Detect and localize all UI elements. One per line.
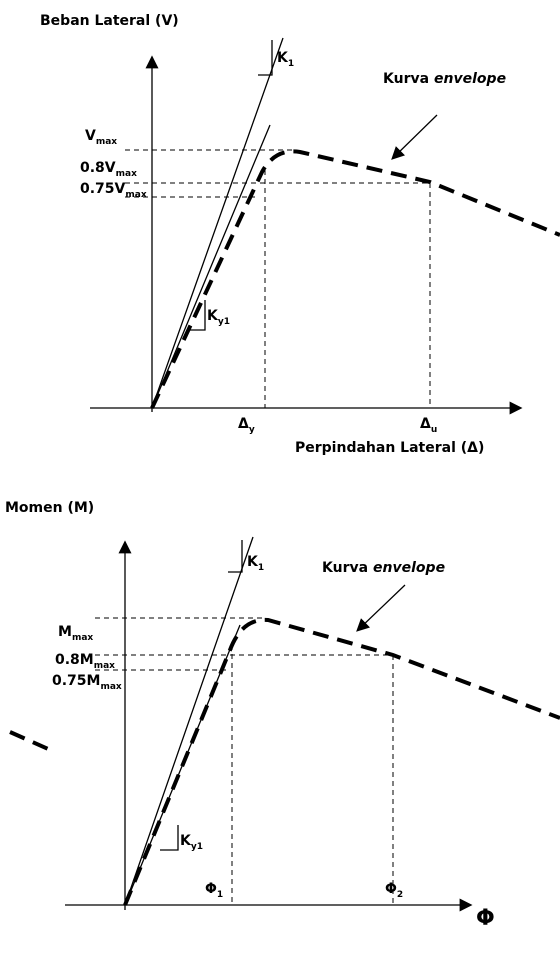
bottom-diagram: Momen (M) K1 Kurva envelope Mmax 0.8Mmax …	[5, 500, 560, 931]
guide-lines	[95, 617, 394, 905]
envelope-curve	[123, 617, 560, 906]
arrow	[356, 584, 406, 632]
k1-line	[151, 37, 284, 409]
ky1-triangle	[160, 825, 179, 851]
ky1-triangle	[187, 300, 206, 331]
k1-triangle	[258, 40, 273, 76]
label: Ky1	[207, 308, 230, 327]
label: Δu	[420, 416, 437, 435]
label: K1	[277, 50, 294, 69]
label: Mmax	[58, 624, 93, 643]
guide-lines	[125, 149, 431, 408]
label: Φ1	[205, 881, 223, 900]
envelope-curve	[150, 149, 560, 409]
title: Momen (M)	[5, 500, 94, 516]
curve-fragment	[9, 730, 56, 754]
title: Beban Lateral (V)	[40, 13, 179, 29]
ky1-line	[151, 124, 271, 409]
label: Ky1	[180, 833, 203, 852]
k1-triangle	[228, 540, 243, 573]
label: 0.8Mmax	[55, 652, 115, 671]
x-label: Φ	[476, 906, 495, 931]
label: 0.75Vmax	[80, 181, 147, 200]
label: Vmax	[85, 128, 117, 147]
label: Φ2	[385, 881, 403, 900]
label: 0.75Mmax	[52, 673, 122, 692]
label: Kurva envelope	[383, 71, 506, 87]
label: 0.8Vmax	[80, 160, 137, 179]
arrow	[391, 114, 438, 160]
label: K1	[247, 554, 264, 573]
label: Kurva envelope	[322, 560, 445, 576]
top-diagram: Beban Lateral (V) K1 Kurva envelope Vmax …	[40, 13, 560, 456]
label: Δy	[238, 416, 255, 435]
k1-line	[124, 536, 254, 906]
x-label: Perpindahan Lateral (Δ)	[295, 440, 484, 456]
